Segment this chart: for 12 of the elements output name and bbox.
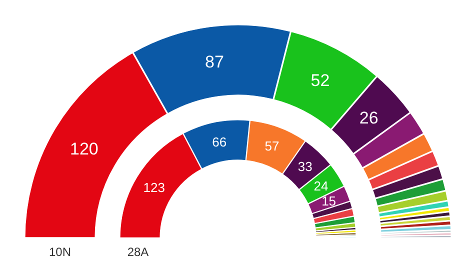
data-label: 15 (322, 194, 336, 209)
text: 10N (48, 245, 72, 259)
data-label: 87 (204, 52, 224, 72)
data-label: 26 (359, 108, 378, 128)
data-label: 123 (143, 180, 165, 195)
data-label: 52 (310, 71, 330, 90)
data-label: 66 (212, 134, 227, 150)
data-label: 24 (314, 178, 328, 194)
data-label: 33 (298, 159, 312, 174)
data-label: 57 (264, 138, 280, 154)
data-label: 120 (70, 139, 98, 158)
text: 28A (127, 245, 149, 259)
